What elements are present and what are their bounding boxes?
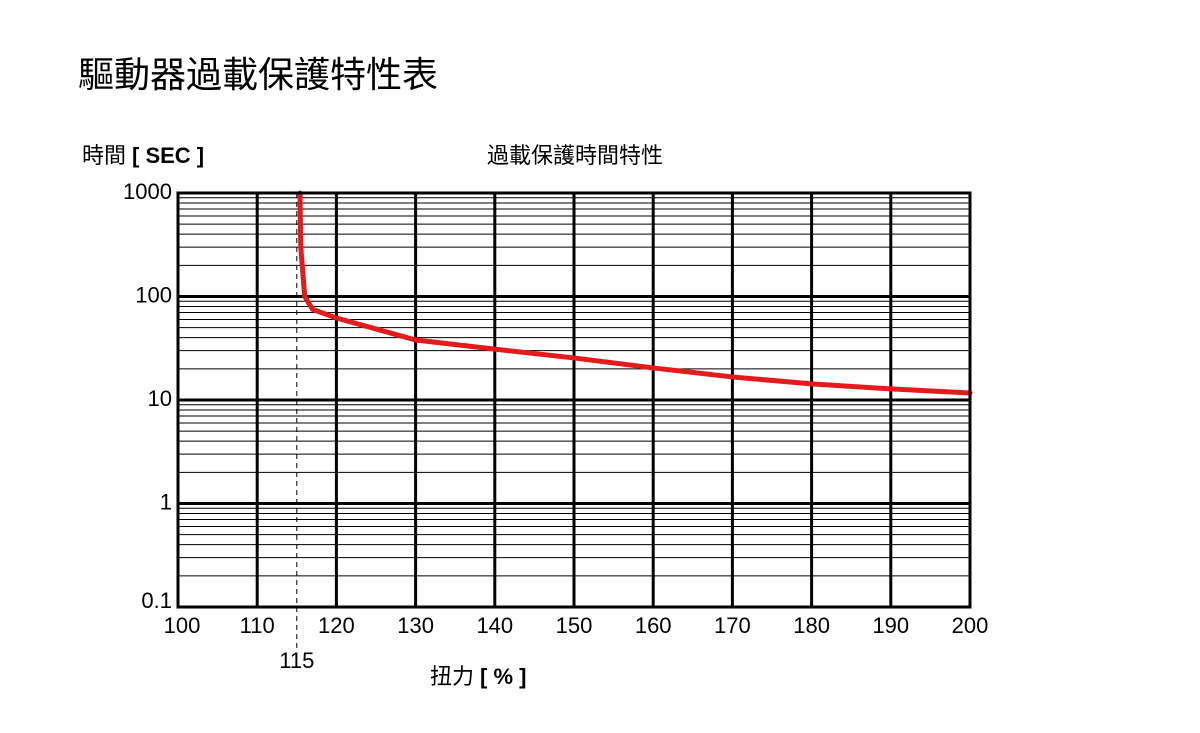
x-tick-label: 200 bbox=[952, 613, 989, 638]
y-axis-label: 時間[ SEC ] bbox=[82, 143, 204, 169]
x-axis-label: 扭力[ % ] bbox=[430, 664, 526, 690]
x-axis-label-text: 扭力 bbox=[430, 665, 474, 690]
y-axis-unit: [ SEC ] bbox=[132, 143, 204, 168]
y-tick-label: 0.1 bbox=[141, 588, 172, 613]
x-tick-label: 130 bbox=[397, 613, 434, 638]
x-tick-label: 190 bbox=[872, 613, 909, 638]
y-tick-label: 100 bbox=[135, 282, 172, 307]
y-tick-label: 1000 bbox=[123, 179, 172, 204]
x-tick-label: 180 bbox=[793, 613, 830, 638]
y-tick-label: 1 bbox=[160, 489, 172, 514]
x-tick-label: 110 bbox=[240, 613, 275, 638]
x-tick-label: 120 bbox=[318, 613, 355, 638]
x-tick-label: 140 bbox=[476, 613, 513, 638]
x-tick-label: 170 bbox=[714, 613, 751, 638]
x-axis-unit: [ % ] bbox=[480, 664, 526, 689]
plot-border bbox=[176, 191, 972, 609]
reference-label: 115 bbox=[279, 648, 314, 673]
x-tick-label: 160 bbox=[635, 613, 672, 638]
x-tick-label: 150 bbox=[556, 613, 593, 638]
page-title: 驅動器過載保護特性表 bbox=[78, 55, 438, 96]
chart-subtitle: 過載保護時間特性 bbox=[487, 144, 663, 169]
x-tick-label: 100 bbox=[164, 613, 201, 638]
data-line bbox=[297, 190, 973, 396]
y-axis-label-text: 時間 bbox=[82, 144, 126, 169]
y-tick-label: 10 bbox=[148, 386, 172, 411]
